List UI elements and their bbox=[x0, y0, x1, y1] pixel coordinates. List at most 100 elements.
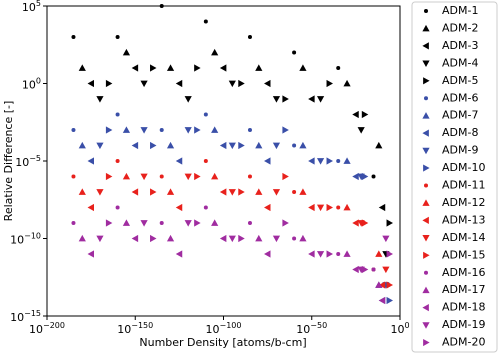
point bbox=[203, 19, 208, 24]
point bbox=[352, 172, 359, 181]
point bbox=[115, 159, 120, 163]
x-axis-label: Number Density [atoms/b-cm] bbox=[139, 336, 306, 349]
x-tick-label: 10−100 bbox=[206, 321, 242, 337]
point bbox=[122, 172, 131, 180]
point bbox=[96, 235, 104, 243]
point bbox=[326, 203, 333, 212]
point bbox=[211, 172, 219, 180]
point bbox=[386, 296, 394, 305]
point bbox=[378, 296, 386, 305]
point bbox=[228, 142, 236, 150]
point bbox=[87, 157, 95, 165]
point bbox=[343, 79, 351, 87]
legend-label: ADM-3 bbox=[442, 39, 478, 52]
point bbox=[336, 205, 341, 210]
legend-label: ADM-2 bbox=[442, 21, 478, 34]
legend-marker bbox=[422, 304, 429, 312]
point bbox=[336, 66, 341, 70]
legend-label: ADM-6 bbox=[442, 91, 478, 104]
point bbox=[140, 80, 148, 88]
legend-marker bbox=[422, 147, 430, 155]
legend-label: ADM-20 bbox=[442, 336, 485, 349]
point bbox=[194, 126, 201, 134]
legend-label: ADM-10 bbox=[442, 161, 485, 174]
point bbox=[316, 96, 325, 103]
y-tick-label: 105 bbox=[22, 0, 41, 14]
point bbox=[175, 79, 183, 88]
point bbox=[282, 126, 289, 134]
legend-marker bbox=[423, 77, 430, 85]
legend-label: ADM-13 bbox=[442, 213, 485, 226]
point bbox=[299, 234, 307, 242]
point bbox=[247, 128, 252, 132]
point bbox=[115, 35, 120, 39]
point bbox=[361, 265, 369, 274]
legend-marker bbox=[422, 129, 429, 137]
point bbox=[247, 35, 252, 39]
point bbox=[375, 281, 383, 288]
point bbox=[326, 79, 333, 88]
point bbox=[211, 48, 219, 56]
point bbox=[219, 141, 227, 150]
point bbox=[228, 235, 236, 243]
point bbox=[343, 157, 351, 164]
point bbox=[175, 250, 183, 258]
point bbox=[326, 157, 333, 165]
point bbox=[159, 221, 164, 225]
point bbox=[105, 219, 113, 227]
point bbox=[184, 96, 192, 103]
point bbox=[166, 188, 175, 195]
point bbox=[272, 189, 281, 196]
point bbox=[175, 157, 183, 165]
point bbox=[343, 250, 351, 257]
point bbox=[299, 188, 307, 195]
point bbox=[203, 159, 208, 163]
point bbox=[292, 50, 297, 55]
legend-marker bbox=[422, 286, 430, 294]
point bbox=[343, 203, 351, 211]
point bbox=[238, 141, 245, 150]
point bbox=[264, 250, 271, 258]
point bbox=[308, 250, 315, 258]
point bbox=[87, 203, 95, 212]
point bbox=[140, 127, 148, 134]
point bbox=[194, 219, 201, 227]
point bbox=[87, 79, 95, 88]
legend-marker bbox=[424, 270, 428, 275]
point bbox=[87, 250, 95, 258]
point bbox=[175, 203, 183, 212]
point bbox=[299, 64, 307, 71]
legend-marker bbox=[424, 96, 428, 101]
point bbox=[184, 220, 192, 227]
point bbox=[105, 172, 113, 181]
point bbox=[238, 234, 245, 243]
point bbox=[96, 189, 104, 196]
legend-marker bbox=[423, 164, 430, 172]
x-tick-label: 10−50 bbox=[296, 321, 327, 337]
point bbox=[159, 174, 164, 179]
point bbox=[375, 141, 383, 149]
point bbox=[122, 219, 131, 226]
point bbox=[115, 205, 120, 210]
point bbox=[71, 174, 76, 179]
point bbox=[194, 64, 201, 72]
point bbox=[78, 234, 86, 242]
point bbox=[386, 219, 394, 227]
legend-marker bbox=[422, 24, 430, 32]
point bbox=[159, 4, 164, 8]
legend-label: ADM-12 bbox=[442, 196, 485, 209]
y-tick-label: 100 bbox=[22, 76, 41, 92]
legend-label: ADM-15 bbox=[442, 248, 485, 261]
point bbox=[292, 143, 297, 148]
point bbox=[292, 190, 297, 194]
legend-label: ADM-5 bbox=[442, 74, 478, 87]
point bbox=[219, 64, 227, 72]
point bbox=[115, 112, 120, 117]
point bbox=[371, 174, 376, 179]
legend-label: ADM-1 bbox=[442, 4, 478, 17]
point bbox=[211, 126, 219, 133]
point bbox=[140, 173, 148, 181]
point bbox=[361, 219, 369, 227]
point bbox=[247, 174, 252, 179]
